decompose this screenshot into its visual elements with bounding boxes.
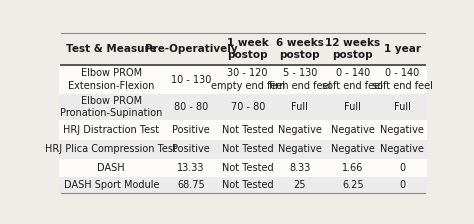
Text: 6 weeks
postop: 6 weeks postop	[276, 38, 324, 60]
Text: Not Tested: Not Tested	[222, 125, 273, 135]
Text: Not Tested: Not Tested	[222, 144, 273, 154]
Text: DASH Sport Module: DASH Sport Module	[64, 180, 159, 190]
Text: 0 - 140
soft end feel: 0 - 140 soft end feel	[322, 68, 383, 91]
Bar	[59, 159, 427, 177]
Text: 30 - 120
empty end feel: 30 - 120 empty end feel	[210, 68, 285, 91]
Text: Negative: Negative	[331, 144, 375, 154]
Bar	[59, 94, 427, 120]
Text: Elbow PROM
Pronation-Supination: Elbow PROM Pronation-Supination	[60, 96, 163, 118]
Text: Positive: Positive	[172, 144, 210, 154]
Text: HRJ Plica Compression Test: HRJ Plica Compression Test	[46, 144, 177, 154]
Text: DASH: DASH	[98, 163, 125, 173]
Text: 13.33: 13.33	[177, 163, 205, 173]
Bar	[59, 65, 427, 94]
Text: Not Tested: Not Tested	[222, 180, 273, 190]
Text: Negative: Negative	[380, 125, 424, 135]
Text: 0: 0	[399, 163, 405, 173]
Text: Negative: Negative	[278, 144, 322, 154]
Text: Positive: Positive	[172, 125, 210, 135]
Text: 0 - 140
soft end feel: 0 - 140 soft end feel	[372, 68, 433, 91]
Text: Full: Full	[292, 102, 308, 112]
Text: HRJ Distraction Test: HRJ Distraction Test	[63, 125, 159, 135]
Text: 70 - 80: 70 - 80	[230, 102, 265, 112]
Text: 5 - 130
firm end feel: 5 - 130 firm end feel	[269, 68, 331, 91]
Bar	[59, 120, 427, 140]
Text: 25: 25	[293, 180, 306, 190]
Text: Not Tested: Not Tested	[222, 163, 273, 173]
Text: 1 year: 1 year	[383, 44, 420, 54]
Text: Full: Full	[345, 102, 361, 112]
Bar	[59, 32, 427, 65]
Text: 8.33: 8.33	[289, 163, 310, 173]
Text: Elbow PROM
Extension-Flexion: Elbow PROM Extension-Flexion	[68, 68, 155, 91]
Text: Test & Measure: Test & Measure	[66, 44, 157, 54]
Text: 68.75: 68.75	[177, 180, 205, 190]
Bar	[59, 177, 427, 194]
Text: Negative: Negative	[331, 125, 375, 135]
Bar	[59, 140, 427, 159]
Text: Negative: Negative	[278, 125, 322, 135]
Text: 12 weeks
postop: 12 weeks postop	[325, 38, 381, 60]
Text: 1.66: 1.66	[342, 163, 364, 173]
Text: 1 week
postop: 1 week postop	[227, 38, 269, 60]
Text: Pre-Operatively: Pre-Operatively	[145, 44, 237, 54]
Text: Full: Full	[393, 102, 410, 112]
Text: 6.25: 6.25	[342, 180, 364, 190]
Text: 10 - 130: 10 - 130	[171, 75, 211, 84]
Text: 80 - 80: 80 - 80	[174, 102, 208, 112]
Text: 0: 0	[399, 180, 405, 190]
Text: Negative: Negative	[380, 144, 424, 154]
